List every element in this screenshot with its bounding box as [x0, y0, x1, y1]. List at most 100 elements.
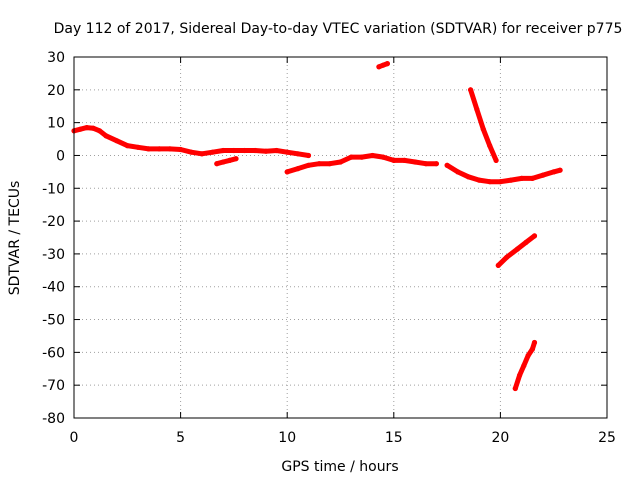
data-point [423, 161, 429, 167]
data-point [495, 262, 501, 268]
data-point [273, 147, 280, 154]
data-point [146, 146, 152, 152]
data-point [263, 148, 269, 154]
data-point [514, 246, 521, 252]
data-point [474, 106, 480, 113]
data-point [348, 154, 354, 160]
y-tick-label: -10 [42, 181, 65, 197]
data-point [103, 133, 109, 139]
data-point [531, 339, 538, 346]
data-point [295, 166, 301, 172]
data-point [337, 159, 344, 165]
data-point [523, 239, 529, 245]
data-point [525, 353, 531, 359]
y-axis-label: SDTVAR / TECUs [7, 181, 23, 296]
data-point [540, 172, 546, 178]
data-point [210, 149, 216, 155]
series-layer [71, 61, 563, 392]
y-tick-label: -80 [42, 411, 65, 427]
y-tick-label: 10 [47, 116, 65, 132]
y-tick-label: -40 [42, 280, 65, 296]
data-point [90, 125, 96, 131]
data-point [188, 149, 194, 155]
data-point [227, 157, 233, 163]
data-point [156, 146, 162, 152]
data-point [380, 62, 386, 68]
y-tick-label: 0 [56, 148, 65, 164]
x-tick-label: 25 [598, 430, 616, 446]
data-point [476, 177, 482, 183]
data-point [508, 177, 514, 183]
data-point [167, 146, 173, 152]
data-point [135, 144, 141, 150]
x-tick-label: 15 [385, 430, 403, 446]
data-point [305, 162, 312, 168]
data-point [376, 64, 382, 70]
x-tick-label: 10 [278, 430, 296, 446]
data-point [465, 174, 471, 180]
data-point [384, 61, 390, 67]
y-tick-label: -20 [42, 214, 65, 230]
data-point [220, 147, 226, 154]
data-point [231, 147, 237, 154]
data-point [295, 151, 301, 157]
data-point [178, 146, 184, 153]
data-point [84, 125, 90, 131]
x-tick-label: 0 [70, 430, 79, 446]
data-point [284, 169, 290, 175]
data-point [512, 385, 518, 392]
y-tick-label: 30 [47, 50, 65, 66]
data-series-6 [468, 87, 499, 163]
data-point [504, 254, 510, 260]
y-tick-label: -30 [42, 247, 65, 263]
y-tick-label: 20 [47, 83, 65, 99]
data-point [531, 233, 538, 239]
data-series-2 [214, 156, 239, 167]
data-point [529, 346, 536, 352]
data-point [220, 159, 226, 165]
y-tick-label: -70 [42, 378, 65, 394]
data-point [433, 161, 439, 167]
data-point [233, 156, 239, 162]
data-point [114, 138, 120, 144]
data-point [412, 159, 418, 165]
data-point [77, 126, 83, 132]
data-point [444, 162, 450, 168]
data-point [214, 161, 220, 167]
data-point [369, 152, 376, 159]
data-point [316, 161, 322, 167]
data-point [487, 143, 493, 149]
plot-frame [73, 56, 608, 419]
data-point [199, 151, 205, 157]
data-point [468, 87, 474, 93]
data-point [305, 152, 312, 159]
data-point [455, 169, 461, 175]
data-point [557, 167, 563, 173]
data-point [497, 179, 503, 185]
data-point [517, 372, 523, 378]
data-point [391, 157, 397, 163]
data-point [284, 149, 290, 155]
data-point [493, 157, 499, 163]
y-tick-label: -50 [42, 313, 65, 329]
data-point [551, 169, 557, 175]
data-point [124, 143, 130, 149]
data-point [359, 154, 365, 160]
x-tick-label: 20 [491, 430, 509, 446]
data-point [252, 147, 258, 154]
data-point [242, 147, 248, 154]
data-point [401, 157, 408, 163]
ticks: 0 5 10 15 20 25 -80 -70 -60 -50 -40 -30 -20 -10 0 10 20 3… [42, 50, 616, 446]
data-point [480, 126, 486, 132]
data-point [519, 175, 525, 181]
data-point [327, 161, 333, 167]
y-tick-label: -60 [42, 345, 65, 361]
x-axis-label: GPS time / hours [281, 459, 398, 475]
data-point [521, 362, 527, 369]
data-point [487, 179, 493, 185]
chart-title: Day 112 of 2017, Sidereal Day-to-day VTE… [54, 21, 623, 37]
data-point [380, 154, 386, 160]
x-tick-label: 5 [176, 430, 185, 446]
data-point [97, 128, 103, 134]
